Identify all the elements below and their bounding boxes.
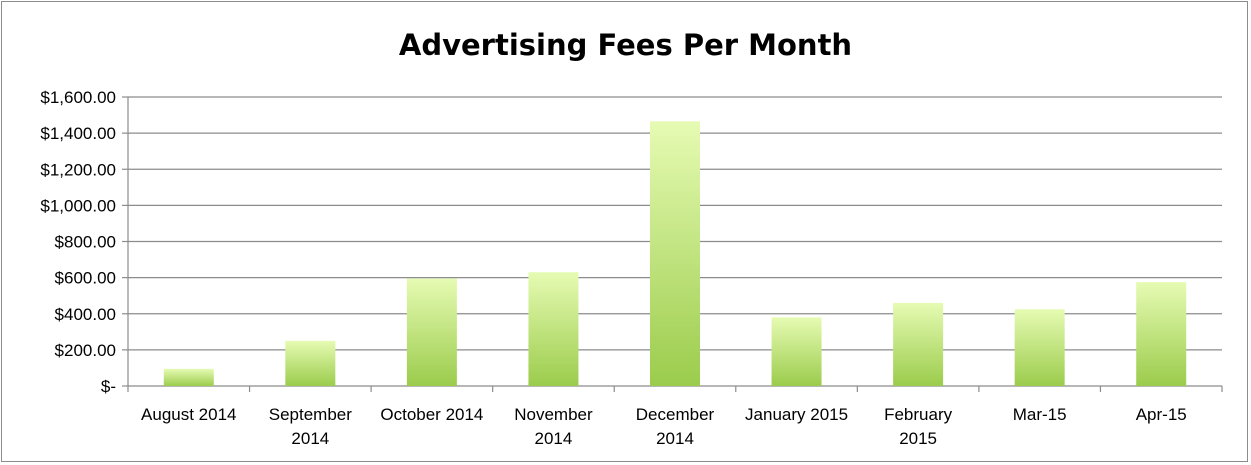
y-tick-label: $1,600.00 xyxy=(40,88,116,107)
bar xyxy=(893,302,944,386)
bar xyxy=(771,317,822,386)
bars xyxy=(163,121,1187,387)
y-tick-label: $- xyxy=(101,377,116,396)
y-tick-label: $600.00 xyxy=(55,269,116,288)
y-tick-label: $400.00 xyxy=(55,305,116,324)
x-tick-label: January 2015 xyxy=(745,405,848,424)
y-tick-label: $200.00 xyxy=(55,341,116,360)
x-tick-label: Apr-15 xyxy=(1136,405,1187,424)
bar xyxy=(406,278,457,386)
x-tick-label: Mar-15 xyxy=(1013,405,1067,424)
bar xyxy=(650,121,700,387)
bar xyxy=(528,272,579,386)
x-tick-label: February 2015 xyxy=(884,405,953,448)
bar xyxy=(1136,282,1187,386)
y-tick-label: $1,000.00 xyxy=(40,196,116,215)
bar xyxy=(285,340,336,386)
y-axis-ticks: $- $200.00 $400.00 $600.00 $800.00 $1,000.00 $… xyxy=(40,88,116,396)
x-tick-label: December 2014 xyxy=(636,405,715,448)
bar xyxy=(163,368,214,386)
chart-title: Advertising Fees Per Month xyxy=(398,28,853,62)
x-tick-label: November 2014 xyxy=(514,405,593,448)
x-tick-label: September 2014 xyxy=(269,405,352,448)
y-tick-label: $1,400.00 xyxy=(40,124,116,143)
bar xyxy=(1014,309,1065,386)
y-tick-label: $1,200.00 xyxy=(40,160,116,179)
x-tick-label: August 2014 xyxy=(141,405,236,424)
x-axis-ticks: August 2014 September 2014 October 2014 Nove… xyxy=(141,405,1187,448)
x-tick-label: October 2014 xyxy=(380,405,483,424)
y-tick-label: $800.00 xyxy=(55,233,116,252)
